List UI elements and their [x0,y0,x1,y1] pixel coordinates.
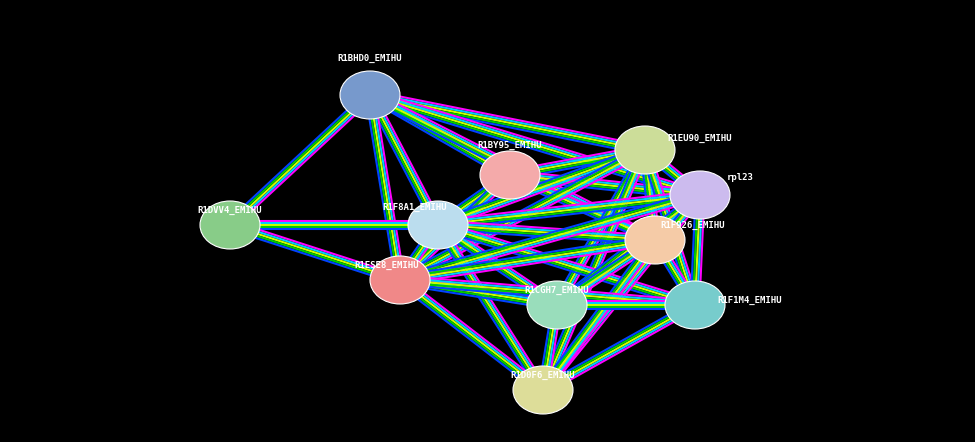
Ellipse shape [625,216,685,264]
Text: R1F926_EMIHU: R1F926_EMIHU [661,221,725,229]
Text: R1BHD0_EMIHU: R1BHD0_EMIHU [337,53,403,63]
Text: R1BY95_EMIHU: R1BY95_EMIHU [478,141,542,149]
Text: R1CGH7_EMIHU: R1CGH7_EMIHU [525,286,589,294]
Ellipse shape [615,126,675,174]
Ellipse shape [527,281,587,329]
Ellipse shape [200,201,260,249]
Text: R1ESE8_EMIHU: R1ESE8_EMIHU [355,260,419,270]
Text: R1DVV4_EMIHU: R1DVV4_EMIHU [198,206,262,214]
Text: R1EU90_EMIHU: R1EU90_EMIHU [668,133,732,143]
Text: R1F1M4_EMIHU: R1F1M4_EMIHU [718,295,782,305]
Ellipse shape [665,281,725,329]
Ellipse shape [340,71,400,119]
Ellipse shape [370,256,430,304]
Text: R1D0F6_EMIHU: R1D0F6_EMIHU [511,370,575,380]
Text: R1F8A1_EMIHU: R1F8A1_EMIHU [383,202,448,212]
Ellipse shape [513,366,573,414]
Text: rpl23: rpl23 [726,174,754,183]
Ellipse shape [670,171,730,219]
Ellipse shape [480,151,540,199]
Ellipse shape [408,201,468,249]
